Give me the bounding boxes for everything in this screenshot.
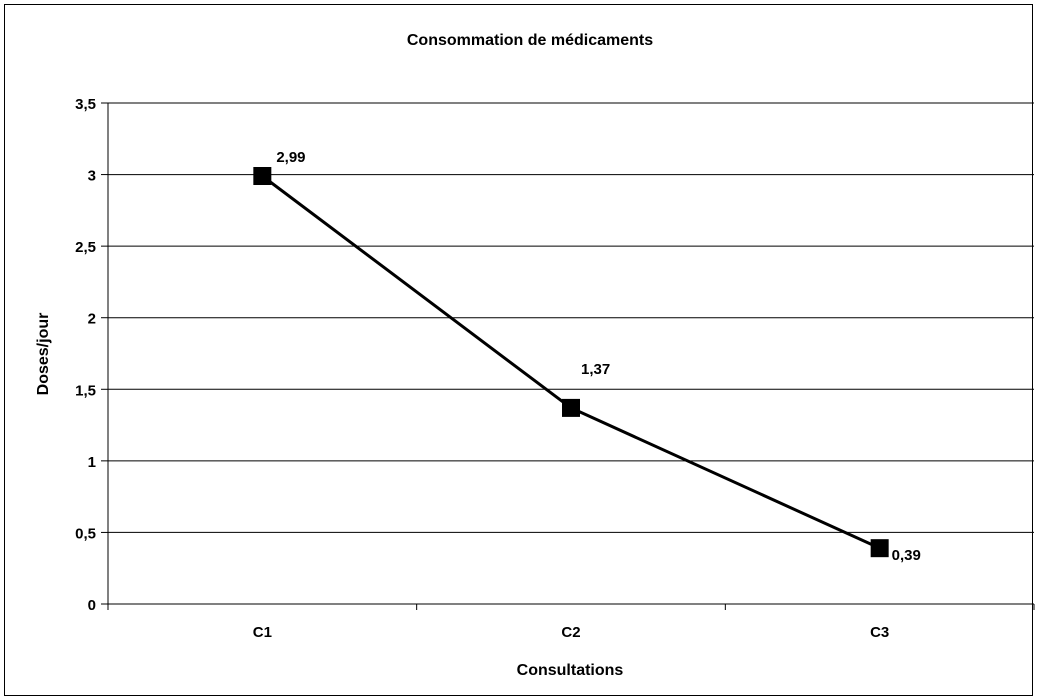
data-label: 2,99 [276, 149, 305, 166]
x-tick-label: C1 [253, 624, 272, 641]
y-tick-label: 1 [88, 454, 96, 471]
data-label: 1,37 [581, 361, 610, 378]
tick-labels: 0 0,5 1 1,5 2 2,5 3 3,5 C1 C2 C3 [75, 96, 889, 641]
y-axis-title: Doses/jour [35, 313, 52, 396]
axes [101, 102, 1035, 610]
data-label: 0,39 [892, 547, 921, 564]
chart-title: Consommation de médicaments [407, 32, 653, 49]
data-point-marker [562, 398, 580, 417]
y-tick-label: 0 [88, 597, 96, 614]
y-tick-label: 1,5 [75, 382, 96, 399]
data-point-marker [870, 539, 889, 558]
data-point-marker [253, 167, 272, 186]
data-labels: 2,99 1,37 0,39 [276, 149, 921, 564]
x-tick-label: C3 [870, 624, 889, 641]
y-tick-label: 2 [88, 311, 96, 328]
x-tick-label: C2 [561, 624, 580, 641]
series-line [261, 174, 881, 550]
x-axis-title: Consultations [517, 662, 624, 679]
y-tick-label: 0,5 [75, 525, 96, 542]
chart-frame [4, 4, 1033, 696]
y-tick-label: 3 [88, 168, 96, 185]
y-tick-label: 3,5 [75, 96, 96, 113]
series-plot [253, 167, 889, 558]
gridlines [108, 102, 1034, 533]
y-tick-label: 2,5 [75, 239, 96, 256]
